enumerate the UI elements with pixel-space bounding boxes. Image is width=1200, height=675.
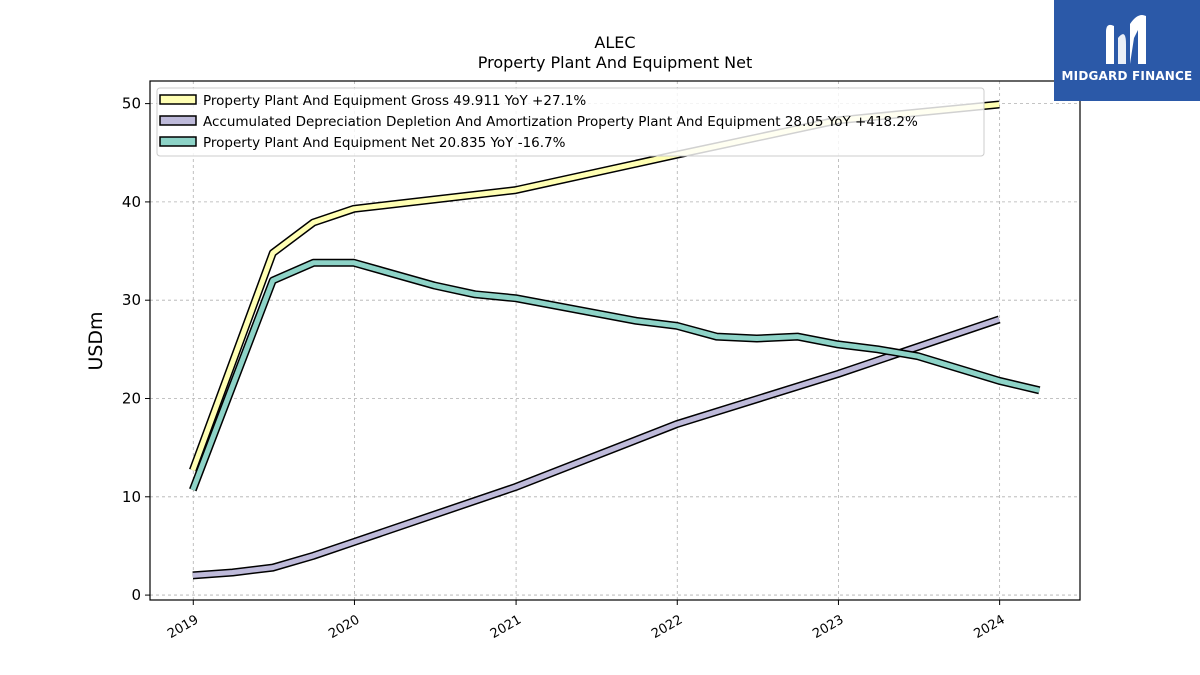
x-tick-label: 2021: [488, 612, 524, 642]
series-line: [192, 317, 1001, 578]
x-tick-label: 2023: [810, 612, 846, 642]
legend-entry: Property Plant And Equipment Gross 49.91…: [203, 93, 586, 109]
series-layer: [189, 100, 1041, 580]
y-tick-label: 50: [122, 95, 141, 113]
y-axis-label: USDm: [85, 311, 107, 370]
plot-frame: [149, 80, 1081, 601]
series-line: [190, 260, 1040, 491]
legend-swatch: [159, 115, 197, 126]
legend-box: [156, 87, 985, 157]
legend-entry: Property Plant And Equipment Net 20.835 …: [203, 135, 566, 151]
grid: [150, 81, 1080, 600]
logo-text: MIDGARD FINANCE: [1061, 69, 1193, 83]
chart-title: ALEC: [594, 33, 635, 52]
y-tick-label: 0: [131, 586, 141, 604]
x-tick-label: 2019: [165, 612, 201, 642]
y-tick-label: 20: [122, 389, 141, 407]
logo-mark-icon: [1106, 15, 1146, 64]
x-tick-label: 2020: [326, 612, 362, 642]
legend-swatch: [159, 94, 197, 105]
series-line: [190, 102, 1000, 472]
y-tick-label: 30: [122, 291, 141, 309]
legend-swatch: [159, 136, 197, 147]
midgard-finance-logo: MIDGARD FINANCE: [1054, 0, 1200, 101]
y-tick-label: 40: [122, 193, 141, 211]
y-tick-label: 10: [122, 488, 141, 506]
legend-entry: Accumulated Depreciation Depletion And A…: [203, 114, 918, 130]
legend: Property Plant And Equipment Gross 49.91…: [156, 87, 985, 157]
x-tick-label: 2022: [649, 612, 685, 642]
x-tick-label: 2024: [971, 612, 1007, 642]
series-line-outline: [189, 258, 1041, 492]
series-line-outline: [189, 100, 1000, 472]
chart-subtitle: Property Plant And Equipment Net: [478, 53, 753, 72]
